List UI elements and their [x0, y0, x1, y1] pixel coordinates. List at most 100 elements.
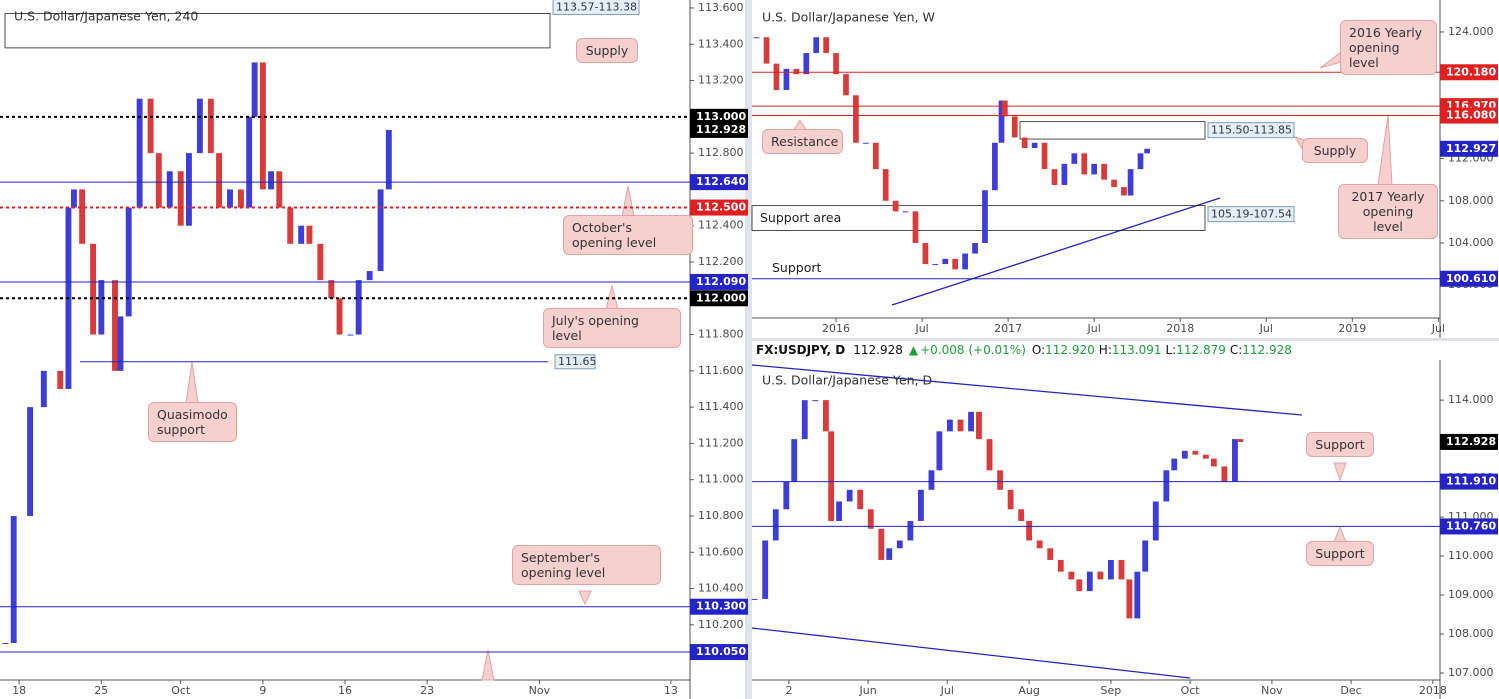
candle [1097, 571, 1104, 580]
ohlc-key: O: [1032, 343, 1045, 357]
level-label-bg [690, 644, 748, 661]
candle [783, 481, 790, 510]
x-tick-label: 25 [94, 684, 108, 697]
candle [317, 243, 324, 281]
candle [968, 411, 974, 432]
x-tick-label: Jul [1259, 322, 1273, 335]
candle [952, 258, 959, 270]
candle [1061, 163, 1068, 185]
y-tick-label: 112.400 [698, 219, 744, 232]
level-label: 112.928 [696, 123, 746, 136]
candle [1203, 454, 1209, 459]
x-tick-label: Oct [1181, 684, 1201, 697]
x-tick-label: Dec [1340, 684, 1361, 697]
candle [992, 142, 998, 191]
candle [2, 642, 9, 644]
candle [1086, 571, 1093, 592]
candle [40, 370, 47, 408]
level-label: 110.050 [696, 645, 746, 658]
chart-title: U.S. Dollar/Japanese Yen, W [762, 10, 935, 25]
candle [112, 280, 118, 371]
zone [1019, 121, 1206, 140]
candle [276, 171, 283, 208]
candle [70, 189, 77, 208]
callout: September's opening level [512, 545, 661, 585]
candle [751, 598, 758, 600]
zone-label-bg [1207, 206, 1295, 223]
candle [207, 98, 214, 154]
y-tick-label: 110.400 [698, 582, 744, 595]
candle [27, 407, 34, 516]
candle [1137, 153, 1144, 170]
candle [125, 207, 132, 317]
candle [246, 116, 253, 208]
candle [1007, 489, 1014, 510]
candle [287, 207, 294, 244]
x-tick-label: Sep [1101, 684, 1122, 697]
y-tick-label: 124.000 [1448, 25, 1494, 38]
level-label: 110.300 [696, 600, 746, 613]
candle [772, 509, 779, 541]
candle [328, 280, 335, 299]
candle [1011, 116, 1018, 138]
chart-title: U.S. Dollar/Japanese Yen, D [762, 373, 932, 388]
candle [1192, 450, 1199, 455]
x-tick-label: 2018 [1419, 684, 1447, 697]
ohlc-key: H: [1099, 343, 1112, 357]
level-label-bg [690, 121, 748, 138]
level-label: 120.180 [1446, 65, 1496, 78]
candle [902, 211, 909, 213]
ohlc-key: L: [1166, 343, 1177, 357]
candle [853, 95, 859, 143]
candle [90, 243, 97, 335]
callout-pointers [185, 50, 1393, 681]
y-tick-label: 111.000 [698, 473, 744, 486]
candle [917, 489, 924, 521]
y-tick-label: 110.200 [698, 618, 744, 631]
candle [823, 37, 829, 54]
candle [298, 225, 305, 244]
candle [783, 68, 790, 90]
y-tick-label: 112.200 [698, 255, 744, 268]
callout: Support [1306, 541, 1374, 566]
candle [251, 62, 258, 117]
zone [4, 13, 551, 49]
candle [1134, 571, 1141, 619]
candle [1071, 153, 1078, 164]
candle [216, 153, 222, 208]
candle [1041, 142, 1048, 170]
candle [762, 540, 769, 599]
y-tick-label: 113.600 [698, 1, 744, 14]
change: +0.008 (+0.01%) [920, 343, 1026, 357]
level-label-bg [690, 598, 748, 615]
symbol: FX:USDJPY, D [756, 343, 845, 357]
callout: 2017 Yearly opening level [1338, 184, 1438, 239]
y-tick-label: 112.800 [698, 146, 744, 159]
x-tick-label: Jul [940, 684, 954, 697]
candle [98, 280, 105, 335]
x-tick-label: Oct [171, 684, 191, 697]
candle [1163, 470, 1170, 502]
candle [147, 98, 154, 154]
x-tick-label: Nov [529, 684, 551, 697]
zone-label: 105.19-107.54 [1211, 208, 1292, 221]
level-label-bg [1440, 433, 1498, 450]
level-label: 112.500 [696, 201, 746, 214]
candle [907, 520, 914, 541]
candle [166, 171, 173, 208]
candle [1021, 137, 1028, 149]
candle [227, 189, 233, 208]
x-tick-label: 23 [420, 684, 434, 697]
y-tick-label: 108.000 [1448, 194, 1494, 207]
candle [828, 431, 835, 521]
chart-title: U.S. Dollar/Japanese Yen, 240 [14, 9, 198, 24]
candle [1237, 439, 1244, 442]
candle [1076, 579, 1083, 592]
pointer [1333, 462, 1347, 482]
level-label-bg [690, 290, 748, 307]
candle [803, 53, 810, 75]
candle [1144, 148, 1150, 154]
zone-label: 115.50-113.85 [1211, 124, 1292, 137]
candle [57, 370, 64, 389]
